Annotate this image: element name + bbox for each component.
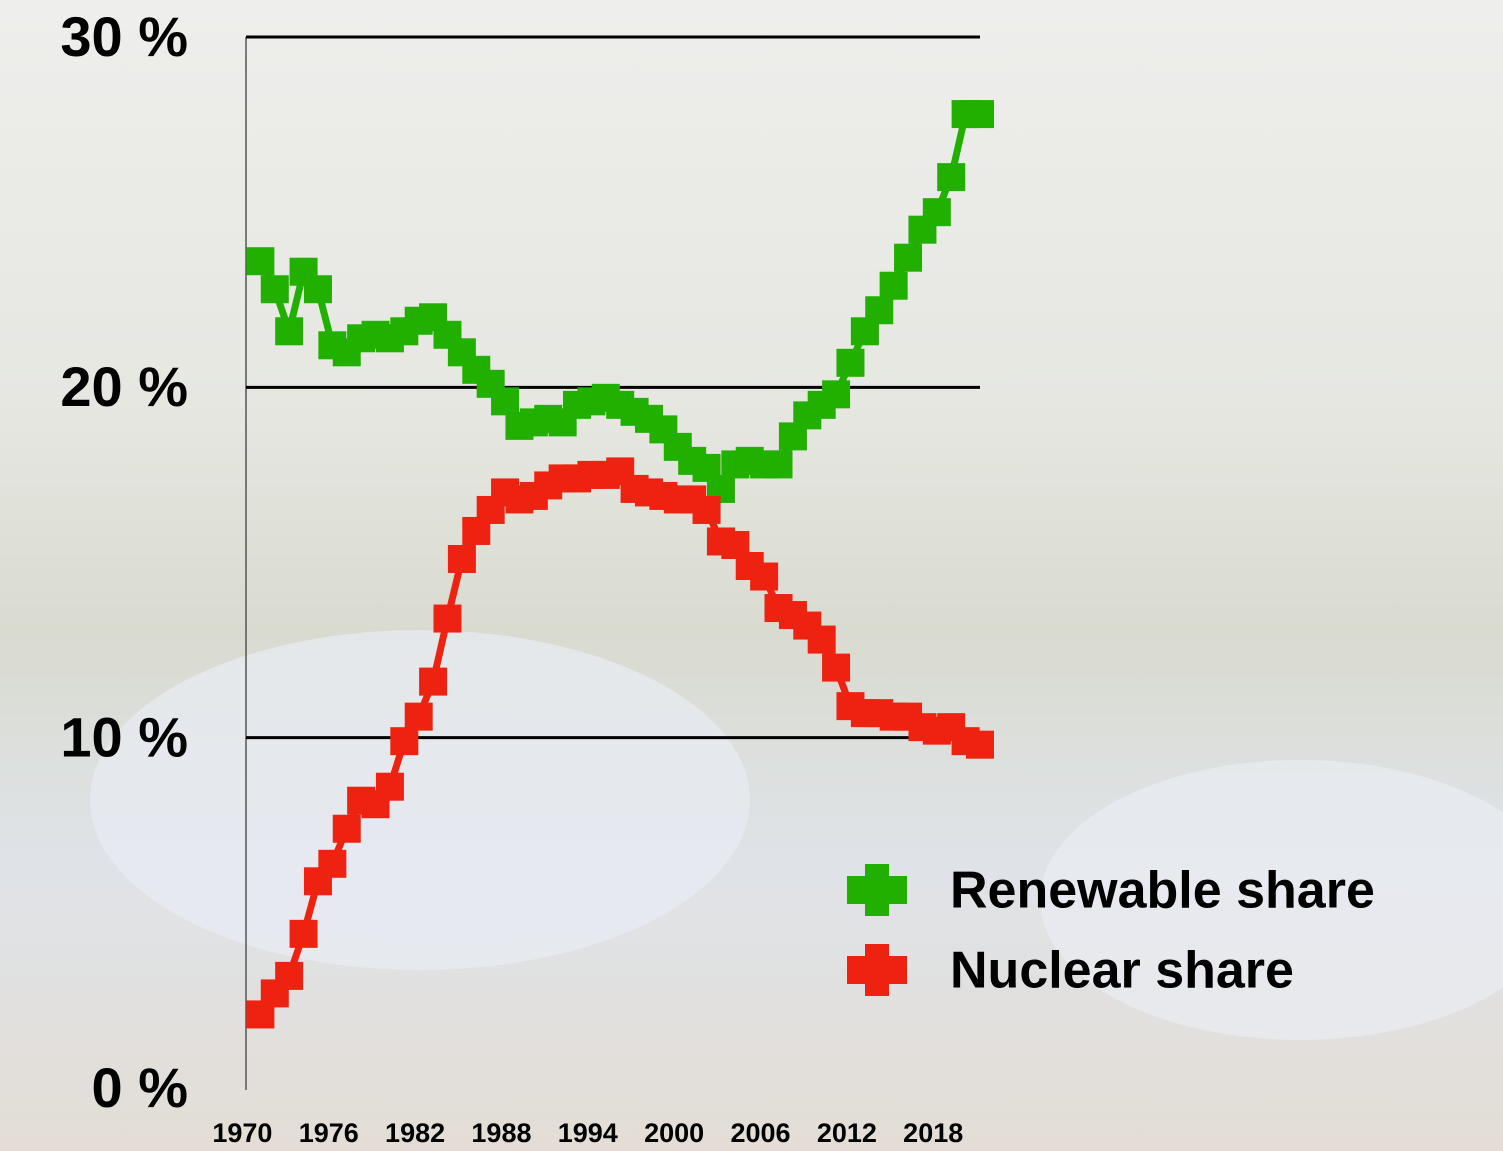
data-point — [390, 727, 419, 756]
legend-marker — [847, 944, 907, 996]
data-point — [894, 243, 923, 272]
data-point — [922, 198, 951, 227]
background-shape — [90, 630, 750, 970]
x-tick-label: 2000 — [644, 1118, 704, 1148]
legend-marker — [847, 864, 907, 916]
data-point — [447, 544, 476, 573]
legend-label: Nuclear share — [950, 942, 1294, 1000]
data-point — [836, 348, 865, 377]
data-point — [491, 387, 520, 416]
x-tick-label: 2012 — [817, 1118, 877, 1148]
y-tick-label: 10 % — [60, 705, 188, 768]
data-point — [879, 271, 908, 300]
legend-label: Renewable share — [950, 862, 1375, 920]
data-point — [822, 653, 851, 682]
data-point — [375, 772, 404, 801]
data-point — [419, 667, 448, 696]
x-tick-label: 2018 — [903, 1118, 963, 1148]
x-tick-label: 1994 — [558, 1118, 618, 1148]
data-point — [275, 961, 304, 990]
data-point — [318, 849, 347, 878]
data-point — [937, 163, 966, 192]
data-point — [303, 275, 332, 304]
data-point — [404, 702, 433, 731]
x-tick-label: 1988 — [471, 1118, 531, 1148]
data-point — [246, 247, 275, 276]
x-tick-label: 1976 — [299, 1118, 359, 1148]
data-point — [865, 296, 894, 325]
data-point — [260, 275, 289, 304]
y-tick-label: 0 % — [92, 1056, 189, 1119]
data-point — [807, 625, 836, 654]
x-tick-label: 1982 — [385, 1118, 445, 1148]
data-point — [750, 562, 779, 591]
data-point — [966, 730, 994, 759]
data-point — [332, 814, 361, 843]
background-shape — [1040, 760, 1503, 1040]
data-point — [764, 450, 793, 479]
data-point — [433, 604, 462, 633]
data-point — [275, 317, 304, 346]
data-point — [289, 919, 318, 948]
y-tick-label: 20 % — [60, 355, 188, 418]
data-point — [822, 380, 851, 409]
x-tick-label: 2006 — [730, 1118, 790, 1148]
data-point — [966, 100, 994, 129]
y-tick-label: 30 % — [60, 5, 188, 68]
x-tick-label: 1970 — [212, 1118, 272, 1148]
data-point — [692, 495, 721, 524]
